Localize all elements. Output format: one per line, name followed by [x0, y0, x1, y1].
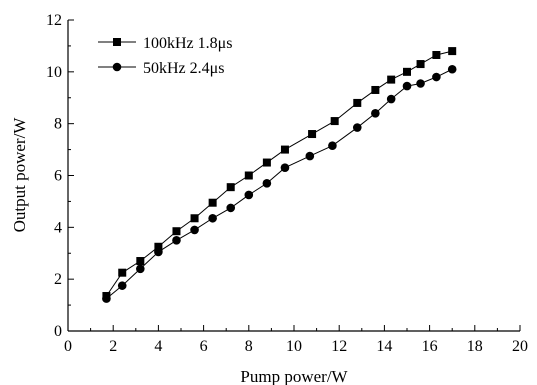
data-point-circle — [447, 64, 457, 74]
series-1 — [102, 47, 457, 301]
data-point-square — [308, 130, 317, 139]
legend-marker-circle — [112, 62, 122, 72]
data-point-square — [118, 268, 127, 277]
data-point-circle — [136, 264, 145, 274]
series-2 — [102, 64, 457, 303]
data-point-square — [172, 227, 181, 236]
data-point-square — [136, 257, 145, 266]
data-point-square — [416, 60, 425, 69]
data-point-square — [226, 183, 235, 192]
data-point-square — [371, 85, 380, 94]
data-point-square — [432, 50, 441, 59]
x-tick-label: 12 — [331, 338, 347, 355]
y-tick-label: 0 — [54, 323, 62, 340]
x-axis-title: Pump power/W — [240, 367, 348, 385]
x-tick-label: 10 — [286, 338, 302, 355]
legend-label: 100kHz 1.8μs — [143, 35, 232, 52]
legend-item: 50kHz 2.4μs — [98, 60, 224, 77]
y-tick-label: 12 — [46, 12, 62, 29]
x-tick-label: 16 — [422, 338, 438, 355]
x-tick-label: 8 — [245, 338, 253, 355]
data-point-circle — [386, 94, 396, 104]
data-point-square — [330, 117, 339, 126]
data-point-square — [190, 214, 199, 223]
y-tick-label: 2 — [54, 271, 62, 288]
data-point-circle — [280, 163, 290, 173]
data-point-circle — [172, 235, 181, 245]
series-line — [106, 68, 453, 299]
y-axis-ticks: 0 2 4 6 8 10 12 — [46, 12, 74, 340]
data-point-square — [387, 75, 396, 84]
x-tick-label: 18 — [467, 338, 483, 355]
data-point-circle — [244, 190, 254, 200]
data-point-square — [262, 158, 271, 167]
data-point-square — [244, 171, 253, 180]
data-point-circle — [371, 109, 380, 118]
data-point-circle — [154, 247, 163, 257]
data-point-circle — [208, 213, 217, 223]
data-point-square — [403, 67, 411, 76]
legend-label: 50kHz 2.4μs — [143, 60, 224, 77]
y-axis-title: Output power/W — [10, 117, 29, 233]
legend-item: 100kHz 1.8μs — [98, 35, 232, 52]
data-point-circle — [117, 281, 127, 290]
x-tick-label: 14 — [376, 338, 392, 355]
y-tick-label: 6 — [54, 168, 62, 185]
y-tick-label: 10 — [46, 64, 62, 81]
data-point-square — [353, 98, 362, 107]
data-point-square — [154, 242, 163, 251]
x-tick-label: 2 — [109, 338, 117, 355]
data-point-circle — [432, 72, 441, 82]
data-point-circle — [226, 203, 236, 213]
y-tick-label: 4 — [54, 219, 62, 236]
data-point-circle — [305, 151, 315, 161]
x-tick-label: 4 — [154, 338, 162, 355]
data-point-square — [280, 145, 289, 154]
data-point-circle — [328, 141, 337, 150]
data-point-circle — [102, 294, 111, 303]
y-tick-label: 8 — [54, 116, 62, 133]
series-layer — [102, 47, 457, 303]
series-line — [106, 50, 453, 297]
data-point-circle — [262, 178, 272, 188]
data-point-circle — [402, 81, 412, 91]
data-point-square — [208, 198, 217, 207]
legend-marker-square — [113, 38, 121, 46]
data-point-square — [448, 47, 457, 56]
data-point-circle — [352, 123, 362, 132]
legend: 100kHz 1.8μs 50kHz 2.4μs — [98, 35, 232, 77]
data-point-circle — [416, 79, 425, 88]
x-tick-label: 0 — [64, 338, 72, 355]
x-tick-label: 6 — [200, 338, 208, 355]
x-axis-ticks: 0 2 4 6 8 10 12 14 16 18 20 — [64, 325, 528, 355]
data-point-circle — [190, 225, 199, 235]
x-tick-label: 20 — [512, 338, 528, 355]
